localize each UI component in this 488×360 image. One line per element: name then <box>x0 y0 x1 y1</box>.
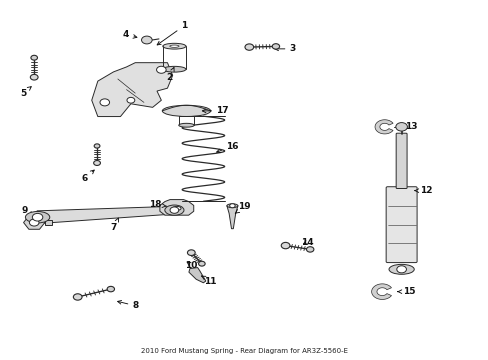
Polygon shape <box>374 120 392 134</box>
Text: 13: 13 <box>397 122 417 131</box>
Circle shape <box>94 144 100 148</box>
Polygon shape <box>37 206 174 224</box>
Text: 8: 8 <box>118 301 139 310</box>
Circle shape <box>100 99 109 106</box>
Polygon shape <box>371 284 391 300</box>
Text: 7: 7 <box>111 218 118 232</box>
Text: 3: 3 <box>274 44 295 53</box>
Circle shape <box>30 75 38 80</box>
Text: 5: 5 <box>20 87 31 98</box>
Ellipse shape <box>25 211 50 223</box>
Circle shape <box>73 294 82 300</box>
Polygon shape <box>23 216 45 229</box>
Polygon shape <box>188 267 205 283</box>
Circle shape <box>281 242 289 249</box>
Circle shape <box>94 161 100 166</box>
Circle shape <box>107 286 114 292</box>
FancyBboxPatch shape <box>395 133 406 189</box>
Text: 17: 17 <box>202 107 228 116</box>
Text: 14: 14 <box>301 238 313 247</box>
Ellipse shape <box>163 66 185 72</box>
Circle shape <box>32 213 43 221</box>
Text: 4: 4 <box>122 30 137 39</box>
Text: 1: 1 <box>157 21 187 45</box>
Text: 18: 18 <box>148 200 166 209</box>
Circle shape <box>141 36 152 44</box>
Polygon shape <box>92 63 172 117</box>
Circle shape <box>170 207 179 213</box>
Text: 10: 10 <box>185 261 197 270</box>
Ellipse shape <box>388 264 413 274</box>
Circle shape <box>31 55 38 60</box>
Circle shape <box>272 44 279 49</box>
Text: 15: 15 <box>397 287 414 296</box>
Circle shape <box>156 66 166 73</box>
Circle shape <box>244 44 253 50</box>
Ellipse shape <box>226 204 238 208</box>
Ellipse shape <box>179 123 194 127</box>
Text: 12: 12 <box>414 186 431 195</box>
Ellipse shape <box>163 43 185 49</box>
Circle shape <box>187 250 195 256</box>
Circle shape <box>127 97 135 103</box>
Text: 2: 2 <box>166 67 174 82</box>
FancyBboxPatch shape <box>386 187 416 262</box>
Circle shape <box>29 219 39 226</box>
Circle shape <box>198 261 205 266</box>
Text: 6: 6 <box>81 170 94 183</box>
Text: 2010 Ford Mustang Spring - Rear Diagram for AR3Z-5560-E: 2010 Ford Mustang Spring - Rear Diagram … <box>141 348 347 354</box>
Circle shape <box>395 123 407 131</box>
Ellipse shape <box>169 45 179 48</box>
Polygon shape <box>45 220 52 225</box>
Text: 9: 9 <box>21 206 33 215</box>
Text: 11: 11 <box>201 276 217 285</box>
Ellipse shape <box>162 105 210 117</box>
Text: 19: 19 <box>235 202 250 213</box>
Polygon shape <box>160 199 193 215</box>
Circle shape <box>229 204 235 208</box>
Circle shape <box>396 266 406 273</box>
Circle shape <box>306 247 313 252</box>
Polygon shape <box>226 206 238 229</box>
Ellipse shape <box>172 206 181 210</box>
Text: 16: 16 <box>216 142 238 153</box>
Ellipse shape <box>164 205 183 215</box>
